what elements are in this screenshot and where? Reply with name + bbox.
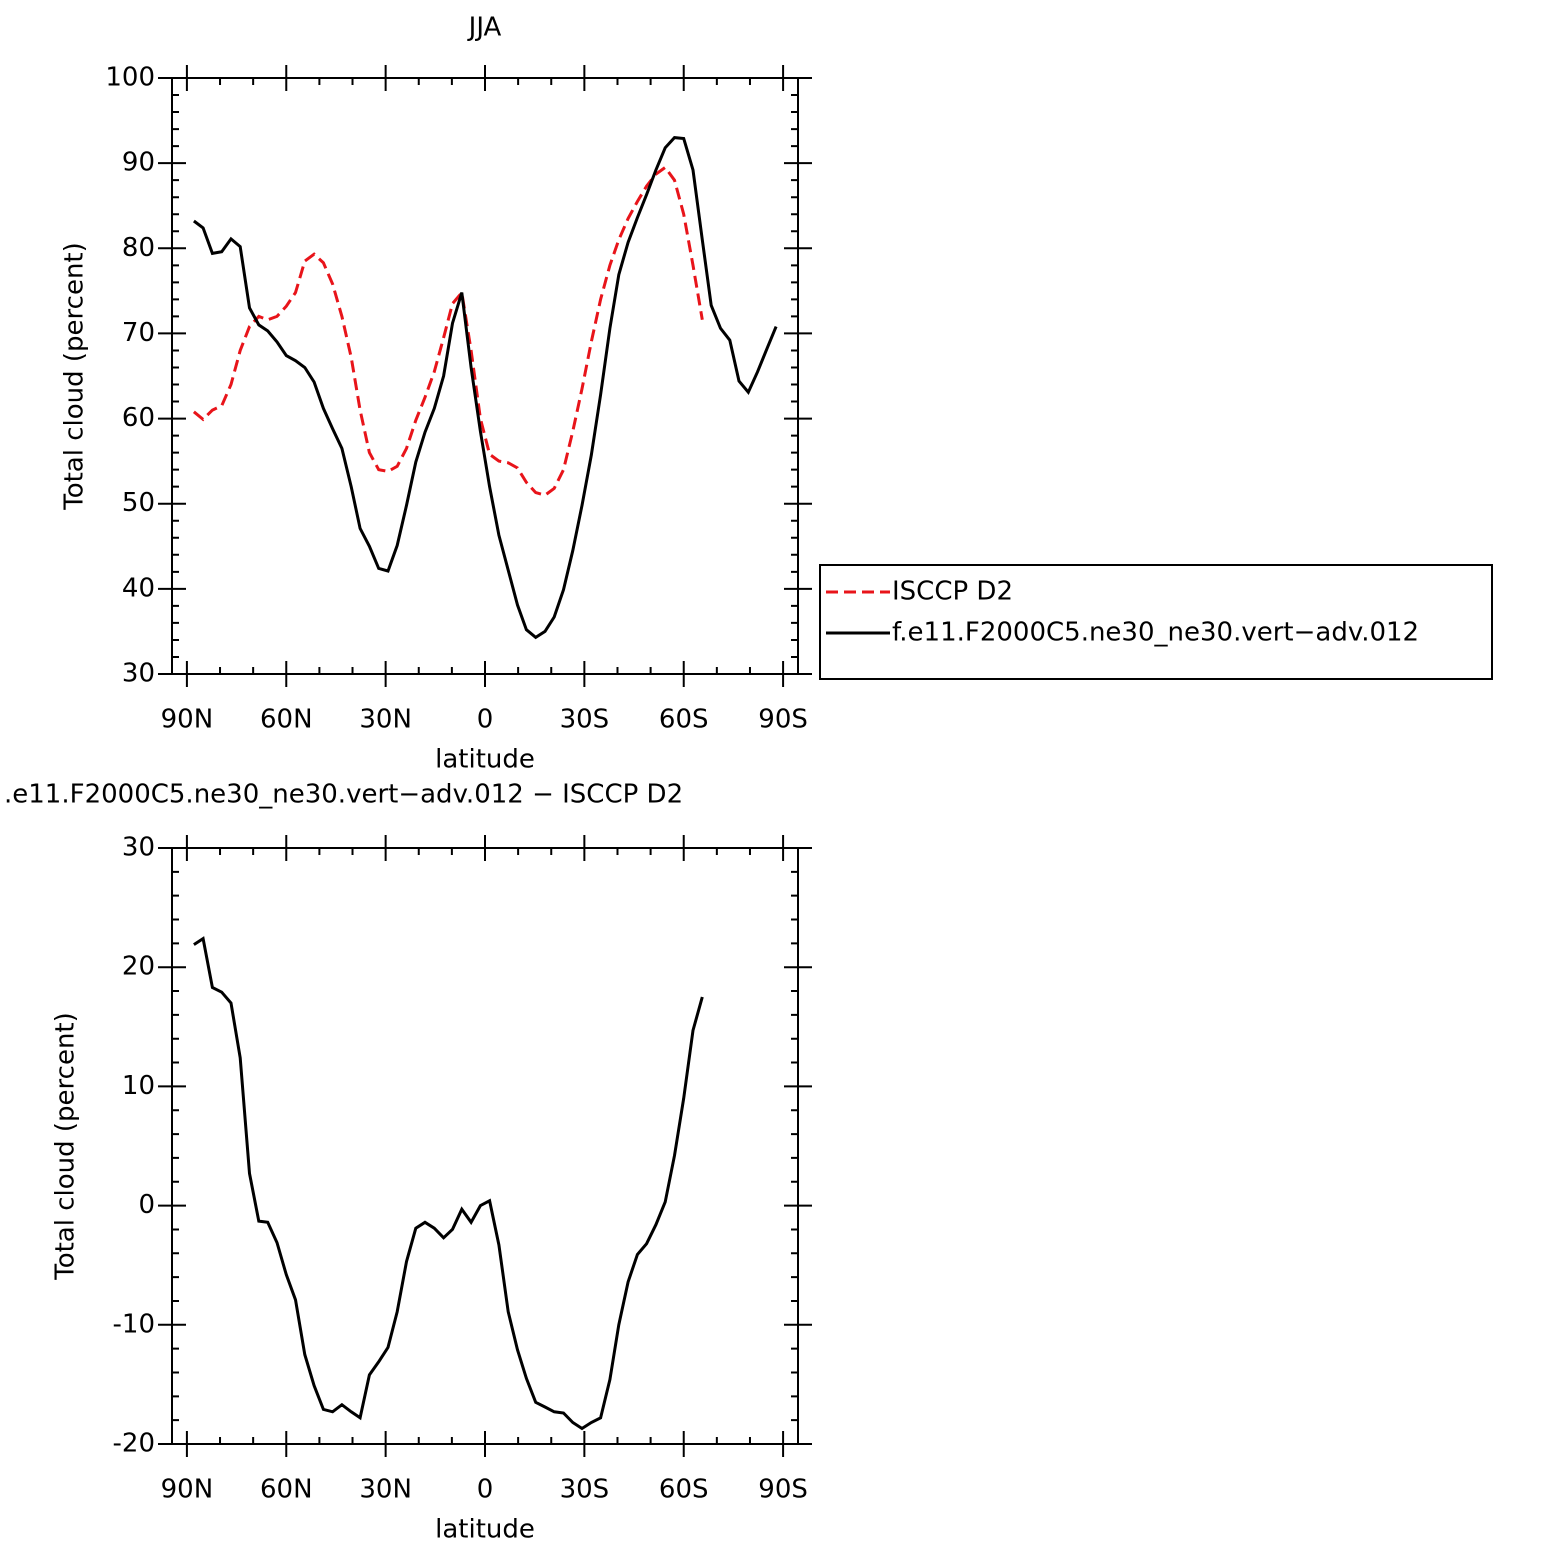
plot-frame <box>171 847 799 1445</box>
x-tick-label: 30N <box>359 705 412 735</box>
chart-title: .e11.F2000C5.ne30_ne30.vert−adv.012 − IS… <box>4 780 683 810</box>
x-tick-label: 60S <box>659 705 709 735</box>
y-tick-label: 100 <box>105 63 155 93</box>
chart-title: JJA <box>467 13 502 43</box>
x-tick-label: 0 <box>477 1475 494 1505</box>
x-tick-label: 90S <box>758 705 808 735</box>
plot-frame <box>171 77 799 675</box>
x-tick-label: 60N <box>260 705 313 735</box>
y-tick-label: 60 <box>122 403 155 433</box>
x-tick-label: 60S <box>659 1475 709 1505</box>
x-axis-label: latitude <box>435 745 535 775</box>
x-tick-label: 30S <box>560 705 610 735</box>
y-tick-label: 70 <box>122 318 155 348</box>
x-tick-label: 30S <box>560 1475 610 1505</box>
data-line <box>193 936 704 1431</box>
legend-box <box>819 564 1493 680</box>
legend-label: f.e11.F2000C5.ne30_ne30.vert−adv.012 <box>892 618 1419 648</box>
y-tick-label: 50 <box>122 488 155 518</box>
y-tick-label: 40 <box>122 573 155 603</box>
y-axis-label: Total cloud (percent) <box>60 242 90 511</box>
y-axis-label: Total cloud (percent) <box>51 1012 81 1281</box>
data-line <box>192 165 704 497</box>
x-tick-label: 0 <box>477 705 494 735</box>
x-tick-label: 30N <box>359 1475 412 1505</box>
y-tick-label: -10 <box>113 1309 155 1339</box>
y-tick-label: 80 <box>122 233 155 263</box>
y-tick-label: 30 <box>122 833 155 863</box>
legend-label: ISCCP D2 <box>892 577 1013 607</box>
y-tick-label: 20 <box>122 952 155 982</box>
x-tick-label: 90N <box>161 1475 214 1505</box>
data-line <box>193 136 778 640</box>
y-tick-label: 90 <box>122 148 155 178</box>
x-tick-label: 90N <box>161 705 214 735</box>
x-tick-label: 90S <box>758 1475 808 1505</box>
y-tick-label: -20 <box>113 1429 155 1459</box>
y-tick-label: 30 <box>122 659 155 689</box>
y-tick-label: 10 <box>122 1071 155 1101</box>
x-tick-label: 60N <box>260 1475 313 1505</box>
x-axis-label: latitude <box>435 1515 535 1545</box>
y-tick-label: 0 <box>138 1190 155 1220</box>
